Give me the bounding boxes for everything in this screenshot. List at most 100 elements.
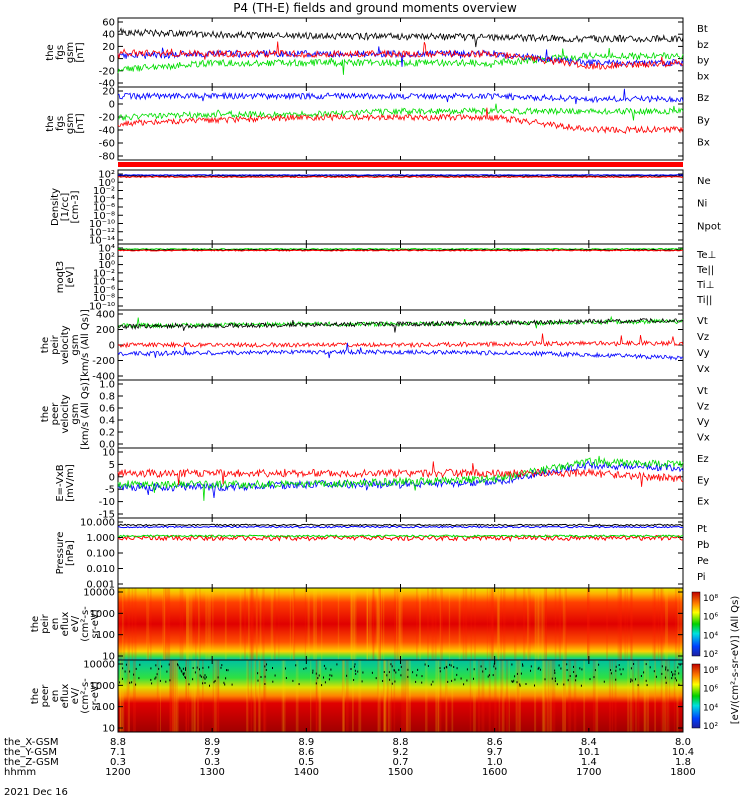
sparse-point [678, 672, 680, 675]
spectrogram-streak [438, 660, 440, 732]
spectrogram-streak [614, 660, 617, 732]
spectrogram-streak [393, 588, 395, 660]
spectrogram-streak [390, 660, 392, 732]
spectrogram-streak [395, 588, 398, 660]
y-axis-label: en [50, 690, 61, 703]
spectrogram-streak [191, 660, 194, 732]
sparse-point [645, 679, 647, 682]
spectrogram-streak [377, 588, 380, 660]
sparse-point [135, 683, 137, 686]
sparse-point [264, 665, 266, 668]
sparse-point [391, 665, 393, 668]
spectrogram-streak [481, 660, 485, 732]
spectrogram-streak [378, 588, 381, 660]
spectrogram-streak [435, 660, 437, 732]
y-axis-label: E=-VxB [55, 464, 66, 501]
sparse-point [192, 678, 194, 681]
spectrogram-streak [608, 660, 612, 732]
spectrogram-streak [147, 588, 149, 660]
spectrogram-streak [673, 660, 676, 732]
sparse-point [395, 671, 397, 674]
sparse-point [400, 674, 402, 677]
series-line [117, 175, 684, 179]
y-axis-label: fgs [55, 116, 66, 131]
sparse-point [165, 680, 167, 683]
sparse-point [292, 679, 294, 682]
y-tick-label: -200 [92, 356, 115, 367]
spectrogram-streak [346, 660, 349, 732]
spectrogram-streak [503, 588, 506, 660]
spectrogram-streak [383, 660, 386, 732]
spectrogram-streak [258, 660, 260, 732]
spectrogram-streak [352, 588, 355, 660]
spectrogram-streak [408, 660, 411, 732]
spectrogram-streak [643, 660, 646, 732]
spectrogram-streak [523, 588, 526, 660]
y-axis-label: peer [40, 684, 51, 708]
sparse-point [305, 667, 307, 670]
spectrogram-streak [164, 588, 166, 660]
sparse-point [439, 667, 441, 670]
spectrogram-streak [174, 660, 177, 732]
spectrogram-streak [534, 588, 536, 660]
sparse-point [449, 663, 451, 666]
sparse-point [424, 663, 426, 666]
spectrogram-streak [224, 588, 227, 660]
sparse-point [199, 674, 201, 677]
colorbar-tick-label: 10² [703, 650, 718, 660]
y-axis-label: the [40, 337, 51, 353]
y-axis-label: Pressure [55, 532, 66, 575]
sparse-point [610, 672, 612, 675]
spectrogram-streak [494, 660, 497, 732]
spectrogram-streak [661, 588, 664, 660]
sparse-point [129, 681, 131, 684]
y-axis-label: peir [50, 334, 61, 354]
sparse-point [394, 680, 396, 683]
y-tick-label: -40 [99, 79, 115, 90]
spectrogram-streak [214, 660, 217, 732]
spectrogram-streak [126, 660, 130, 732]
sparse-point [544, 678, 546, 681]
spectrogram-streak [489, 588, 491, 660]
sparse-point [350, 668, 352, 670]
sparse-point [346, 674, 348, 677]
y-tick-label: 10⁰ [98, 260, 115, 271]
spectrogram-streak [546, 660, 549, 732]
spectrogram-streak [202, 660, 204, 732]
y-tick-label: 0.4 [99, 416, 115, 427]
colorbar-tick-label: 10⁸ [703, 594, 718, 604]
sparse-point [353, 679, 355, 681]
spectrogram-streak [318, 660, 321, 732]
spectrogram-streak [587, 588, 591, 660]
legend-entry: Ey [697, 475, 709, 486]
spectrogram-streak [160, 660, 161, 732]
spectrogram-streak [314, 588, 317, 660]
sparse-point [432, 680, 434, 683]
spectrogram-streak [304, 588, 306, 660]
spectrogram-streak [619, 588, 622, 660]
panel-p9: 10⁸ 10⁶ 10⁴ 10² 10000 1000 100 10 the peir en eflux… [30, 587, 718, 663]
spectrogram-streak [486, 588, 489, 660]
sparse-point [202, 666, 204, 669]
spectrogram-streak [458, 588, 461, 660]
spectrogram-streak [175, 660, 179, 732]
spectrogram-streak [173, 660, 176, 732]
sparse-point [204, 677, 206, 680]
sparse-point [192, 667, 194, 669]
panel-frame [117, 379, 684, 449]
y-tick-label: 10⁻⁸ [93, 211, 115, 222]
spectrogram-streak [474, 588, 476, 660]
y-axis-label: gsm [65, 113, 76, 134]
sparse-point [463, 683, 465, 686]
spectrogram-streak [611, 660, 614, 732]
sparse-point [285, 677, 287, 679]
sparse-point [150, 667, 152, 670]
spectrogram-streak [405, 660, 409, 732]
sparse-point [285, 667, 286, 670]
spectrogram-streak [283, 660, 286, 732]
spectrogram-streak [448, 588, 451, 660]
spectrogram-streak [674, 588, 677, 660]
spectrogram-streak [665, 660, 668, 732]
sparse-point [525, 683, 527, 685]
y-tick-label: 40 [102, 30, 115, 41]
